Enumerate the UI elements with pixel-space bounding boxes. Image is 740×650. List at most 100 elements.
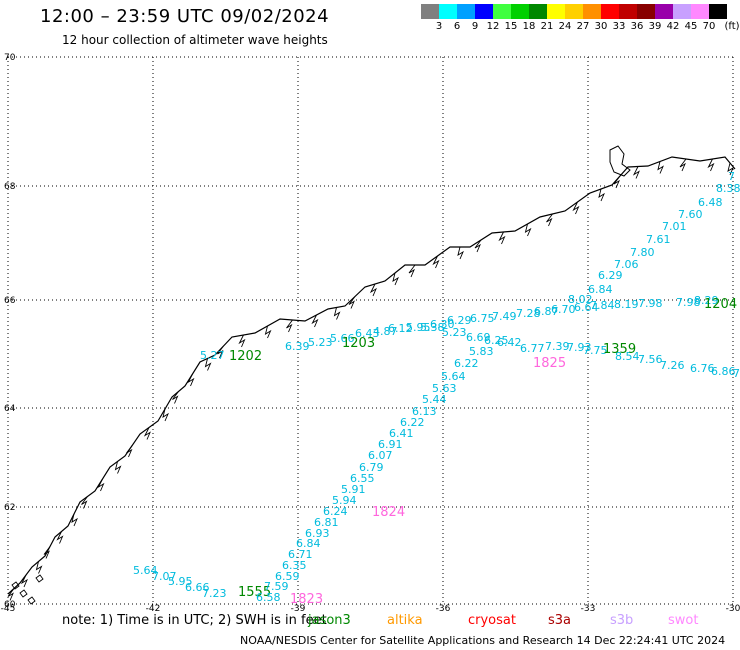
wave-height-label: 6.77 [520,342,545,355]
wave-height-label: 6.29 [447,314,472,327]
wave-height-label: 6.70 [551,303,576,316]
legend-label: 21 [540,21,554,32]
wave-height-label: 6.81 [314,516,339,529]
wave-height-label: 7.28 [516,307,541,320]
legend-label: 3 [435,21,443,32]
wave-height-label: 5.66 [330,332,355,345]
wave-height-label: 6.91 [378,438,403,451]
wave-height-label: 6.12 [388,322,413,335]
wave-height-label: 8.29 [694,294,719,307]
lon-tick-label: -33 [581,604,596,614]
legend-swatch [691,4,709,19]
legend-label: 24 [558,21,572,32]
track-time-label: 1202 [229,349,262,364]
wave-height-label: 5.27 [200,349,225,362]
legend-swatch [547,4,565,19]
wave-height-label: 7.26 [660,359,685,372]
legend-unit: (ft) [724,21,740,32]
legend-swatch [637,4,655,19]
wave-height-label: 5.63 [432,382,457,395]
lat-tick-label: 70 [4,53,16,63]
wave-height-label: 5.64 [133,564,158,577]
legend-swatch [673,4,691,19]
wave-height-label: 5.95 [406,321,431,334]
wave-height-label: 7.84 [590,299,615,312]
wave-height-label: 6.30 [430,318,455,331]
wave-height-label: 6.79 [359,461,384,474]
wave-height-label: 6.84 [588,283,613,296]
track-time-label: 1359 [603,342,636,357]
wave-height-label: 6.22 [454,357,479,370]
wave-height-label: 7.01 [662,220,687,233]
track-time-label: 1823 [290,592,323,607]
lat-tick-label: 64 [4,404,16,414]
wave-height-label: 6.41 [389,427,414,440]
wave-height-label: 5.95 [168,575,193,588]
lat-tick-label: 62 [4,503,15,513]
lon-tick-label: -39 [291,604,306,614]
wave-height-label: 6.43 [355,327,380,340]
satellite-label-s3b: s3b [610,613,634,628]
wave-height-label: 7 [733,367,740,380]
lat-lon-grid [7,56,734,605]
track-time-label: 1203 [342,336,375,351]
track-1555: 5.647.075.956.667.23 1555 [133,564,271,600]
legend-label: 39 [648,21,662,32]
satellite-label-swot: swot [668,613,699,628]
wave-height-label: 6.22 [400,416,425,429]
lon-tick-label: -45 [1,604,16,614]
lat-tick-label: 60 [4,600,16,610]
wave-height-label: 6.69 [466,331,491,344]
wave-height-label: 7.75 [583,344,608,357]
track-time-label: 1825 [533,356,566,371]
wave-height-label: 5.44 [422,393,447,406]
wave-height-label: 6.07 [368,449,393,462]
legend-label: 30 [594,21,608,32]
satellite-label-altika: altika [387,613,423,628]
page-subtitle: 12 hour collection of altimeter wave hei… [62,33,328,47]
legend-swatch [493,4,511,19]
legend-label: 42 [666,21,680,32]
wave-height-label: 6.29 [598,269,623,282]
wave-height-label: 6.84 [296,537,321,550]
track-1203: 6.395.235.66 6.434.876.125.955.385.23 6.69… [285,321,740,380]
wave-height-label: 7.59 [264,580,289,593]
track-1823: 6.587.596.596.356.716.846.936.816.245.94… [256,345,494,607]
wave-height-label: 7.60 [678,208,703,221]
satellite-label-s3a: s3a [548,613,572,628]
satellite-label-cryosat: cryosat [468,613,516,628]
wave-height-label: 6.25 [484,334,509,347]
wave-height-label: 5.23 [308,336,333,349]
wave-height-label: 5.91 [341,483,366,496]
legend-label: 9 [471,21,479,32]
wave-height-label: 6.48 [698,196,723,209]
wave-height-label: 6.55 [350,472,375,485]
legend-label: 27 [576,21,590,32]
wave-height-label: 5.83 [469,345,494,358]
wave-height-label: 7.56 [638,353,663,366]
wave-height-label: 6.59 [275,570,300,583]
legend-swatch [439,4,457,19]
wave-height-label: 6.42 [497,336,522,349]
legend-swatch [475,4,493,19]
wave-height-label: 7.61 [646,233,671,246]
wave-height-label: 6.76 [690,362,715,375]
wave-height-label: 7.80 [630,246,655,259]
legend-label: 15 [504,21,518,32]
legend-swatch [457,4,475,19]
wave-height-label: 5.23 [442,326,467,339]
track-time-label: 1824 [372,505,405,520]
lon-tick-label: -30 [726,604,740,614]
wave-height-label: 7.07 [152,570,177,583]
wave-height-label: 7.06 [614,258,639,271]
wave-height-label: 8.54 [615,350,640,363]
page-title: 12:00 – 23:59 UTC 09/02/2024 [40,6,330,27]
wave-height-label: 7.49 [492,310,517,323]
satellite-label-jason3: jason3 [308,613,351,628]
track-1825: 1825 [533,356,566,371]
legend-swatch [421,4,439,19]
legend-swatch [709,4,727,19]
wave-height-label: 5.38 [420,321,445,334]
legend-swatch [601,4,619,19]
